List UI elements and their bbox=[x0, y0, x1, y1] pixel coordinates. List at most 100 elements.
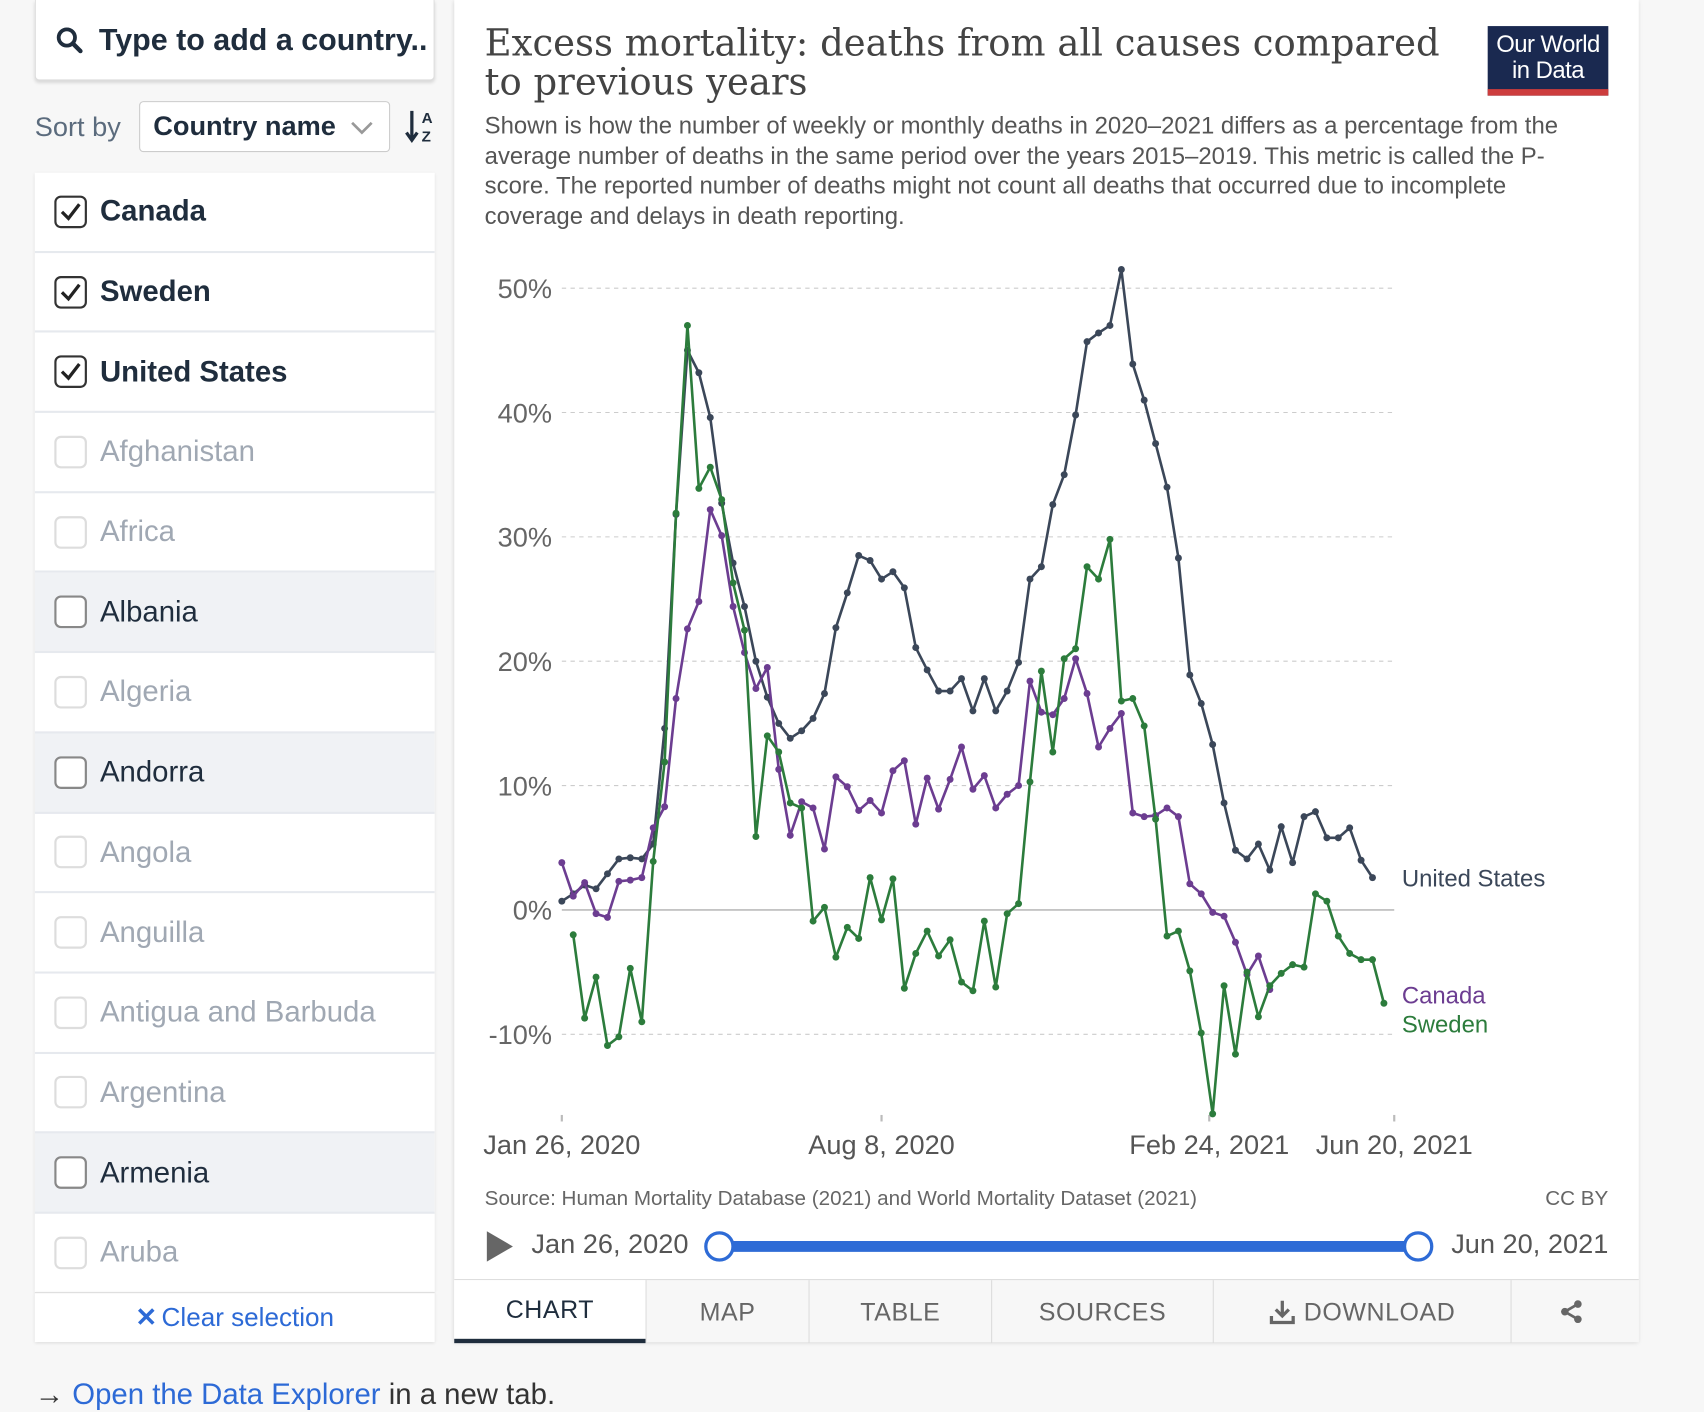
country-name: Sweden bbox=[99, 274, 211, 308]
timeline-end-handle[interactable] bbox=[1402, 1231, 1434, 1262]
checkbox[interactable] bbox=[54, 355, 87, 389]
data-point-canada bbox=[1163, 804, 1171, 812]
data-point-canada bbox=[558, 859, 566, 867]
share-button[interactable] bbox=[1510, 1280, 1639, 1344]
series-label-united-states: United States bbox=[1402, 865, 1545, 892]
data-point-canada bbox=[878, 809, 886, 817]
y-tick-label: 50% bbox=[498, 273, 552, 304]
data-point-united-states bbox=[763, 693, 771, 701]
data-point-canada bbox=[809, 804, 817, 812]
country-item-argentina: Argentina bbox=[34, 1053, 435, 1134]
data-point-canada bbox=[1026, 677, 1034, 685]
checkbox[interactable] bbox=[54, 1156, 87, 1189]
tab-download[interactable]: DOWNLOAD bbox=[1212, 1280, 1511, 1344]
data-point-sweden bbox=[706, 463, 714, 471]
data-point-sweden bbox=[672, 509, 680, 517]
data-point-united-states bbox=[1369, 874, 1376, 882]
data-point-united-states bbox=[1163, 483, 1171, 491]
checkbox bbox=[54, 836, 87, 869]
tab-chart[interactable]: CHART bbox=[454, 1280, 646, 1344]
data-point-united-states bbox=[1300, 813, 1308, 821]
data-point-canada bbox=[763, 663, 771, 671]
data-point-sweden bbox=[946, 936, 954, 944]
data-point-united-states bbox=[946, 687, 954, 695]
checkbox bbox=[54, 435, 87, 469]
data-point-united-states bbox=[775, 719, 783, 727]
checkbox bbox=[54, 916, 87, 949]
country-item-armenia[interactable]: Armenia bbox=[34, 1133, 435, 1214]
data-point-united-states bbox=[695, 369, 703, 377]
chart-source[interactable]: Source: Human Mortality Database (2021) … bbox=[484, 1187, 1197, 1211]
clear-selection-button[interactable]: ✕ Clear selection bbox=[34, 1292, 435, 1343]
country-item-united-states[interactable]: United States bbox=[34, 332, 435, 414]
country-item-andorra[interactable]: Andorra bbox=[34, 733, 435, 814]
data-point-united-states bbox=[786, 734, 794, 742]
data-point-canada bbox=[1254, 952, 1262, 960]
data-point-canada bbox=[569, 892, 577, 900]
tab-map[interactable]: MAP bbox=[645, 1280, 808, 1344]
data-point-canada bbox=[1106, 724, 1114, 732]
country-item-canada[interactable]: Canada bbox=[34, 172, 435, 253]
timeline-track[interactable] bbox=[719, 1241, 1419, 1252]
data-point-sweden bbox=[843, 923, 851, 931]
data-point-united-states bbox=[1289, 859, 1297, 867]
data-point-sweden bbox=[569, 931, 577, 939]
country-name: Angola bbox=[99, 835, 192, 869]
data-point-united-states bbox=[1106, 321, 1114, 329]
data-point-canada bbox=[1037, 708, 1045, 716]
data-point-united-states bbox=[1346, 824, 1354, 832]
data-point-canada bbox=[683, 625, 691, 633]
data-point-united-states bbox=[1049, 501, 1057, 509]
data-point-sweden bbox=[649, 857, 657, 865]
tab-table[interactable]: TABLE bbox=[808, 1280, 992, 1344]
data-point-canada bbox=[752, 685, 760, 693]
data-point-canada bbox=[889, 767, 897, 775]
play-icon[interactable] bbox=[485, 1229, 515, 1264]
data-point-canada bbox=[695, 598, 703, 605]
data-point-united-states bbox=[866, 557, 874, 564]
data-point-canada bbox=[718, 532, 726, 540]
timeline-start-handle[interactable] bbox=[704, 1231, 735, 1262]
data-point-canada bbox=[786, 831, 794, 839]
data-point-sweden bbox=[1140, 722, 1148, 730]
sort-direction-icon[interactable]: A Z bbox=[404, 108, 437, 145]
tab-sources[interactable]: SOURCES bbox=[991, 1280, 1213, 1344]
data-point-united-states bbox=[832, 624, 840, 632]
svg-text:Z: Z bbox=[422, 128, 431, 144]
data-point-sweden bbox=[1209, 1110, 1217, 1118]
series-label-canada: Canada bbox=[1402, 983, 1486, 1010]
data-point-canada bbox=[1140, 813, 1148, 821]
sort-dropdown[interactable]: Country name bbox=[139, 101, 391, 153]
checkbox[interactable] bbox=[54, 595, 87, 629]
data-point-sweden bbox=[878, 916, 886, 924]
checkbox[interactable] bbox=[54, 275, 87, 309]
data-point-canada bbox=[1095, 743, 1103, 751]
owid-logo[interactable]: Our World in Data bbox=[1487, 26, 1609, 96]
data-explorer-link-row: → Open the Data Explorer in a new tab. bbox=[35, 1378, 555, 1412]
license-link[interactable]: CC BY bbox=[1545, 1187, 1609, 1211]
country-item-angola: Angola bbox=[34, 813, 435, 894]
y-tick-label: 0% bbox=[513, 895, 552, 926]
data-point-sweden bbox=[1300, 963, 1308, 971]
country-search-input[interactable]: Type to add a country.. bbox=[34, 0, 435, 81]
data-point-sweden bbox=[923, 927, 931, 935]
data-point-united-states bbox=[1186, 671, 1194, 679]
chart-card: Excess mortality: deaths from all causes… bbox=[454, 0, 1639, 1344]
checkbox[interactable] bbox=[54, 755, 87, 789]
data-point-canada bbox=[638, 874, 646, 882]
data-point-canada bbox=[843, 783, 851, 791]
country-item-sweden[interactable]: Sweden bbox=[34, 252, 435, 333]
data-point-united-states bbox=[798, 727, 806, 735]
data-point-sweden bbox=[912, 949, 920, 957]
data-point-sweden bbox=[581, 1014, 589, 1022]
data-point-canada bbox=[1174, 813, 1182, 821]
country-list: Canada Sweden United States Afghanistan Afri… bbox=[34, 172, 435, 1293]
country-item-albania[interactable]: Albania bbox=[34, 573, 435, 654]
data-point-canada bbox=[1197, 890, 1205, 898]
open-data-explorer-link[interactable]: Open the Data Explorer bbox=[72, 1377, 381, 1411]
checkbox[interactable] bbox=[54, 195, 87, 229]
data-point-sweden bbox=[695, 484, 703, 492]
data-point-sweden bbox=[1289, 961, 1297, 969]
data-point-sweden bbox=[1129, 695, 1137, 703]
y-tick-label: 40% bbox=[498, 397, 552, 428]
